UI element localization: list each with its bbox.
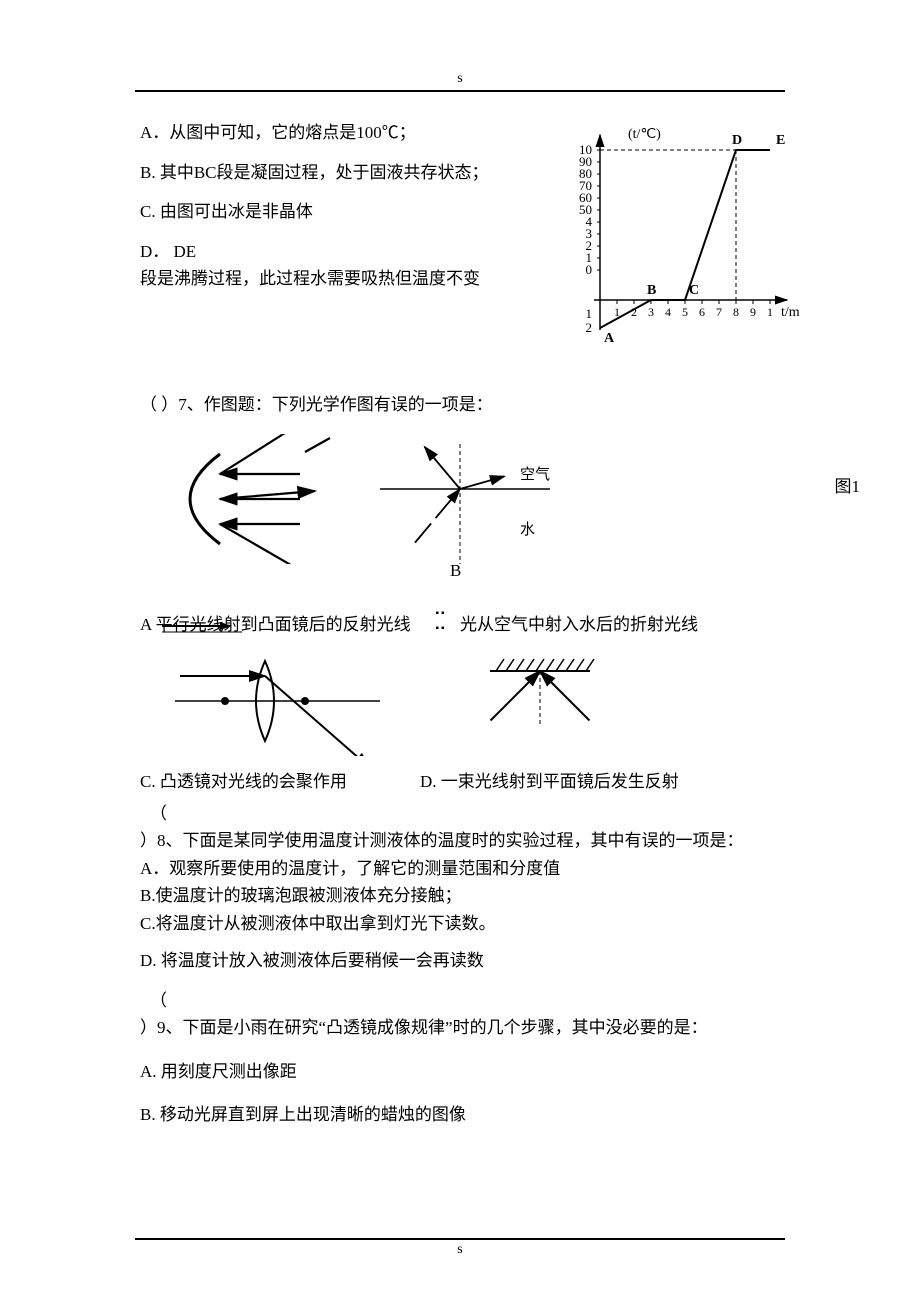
page-footer-letter: s [457,1239,462,1260]
svg-text:t/min: t/min [781,305,800,320]
q6-chart: 10908070605043210121234567891(t/℃)t/minA… [540,120,800,350]
q7-row2 [140,646,800,764]
q6-opt-d-cont: 段是沸腾过程，此过程水需要吸热但温度不变 [140,266,510,292]
svg-text:1: 1 [767,305,773,319]
svg-text:5: 5 [682,305,688,319]
q7-cap-a-underline-icon [162,614,262,636]
q9-a: A. 用刻度尺测出像距 [140,1059,800,1085]
q7-cap-d: D. 一束光线射到平面镜后发生反射 [420,769,700,795]
q7-fig-c [140,646,420,764]
q6-block: A．从图中可知，它的熔点是100℃； B. 其中BC段是凝固过程，处于固液共存状… [140,120,800,292]
q6-opt-d: D． DE [140,239,510,265]
q7-cap-c: C. 凸透镜对光线的会聚作用 [140,769,420,795]
q6-chart-svg: 10908070605043210121234567891(t/℃)t/minA… [540,120,800,350]
q7-fig-c-svg [170,646,390,756]
q7-cap-row2: C. 凸透镜对光线的会聚作用 D. 一束光线射到平面镜后发生反射 [140,769,800,795]
q8-a: A．观察所要使用的温度计，了解它的测量范围和分度值 [140,856,800,882]
q7-dots-icon: ▪▪ ▪▪ [420,606,460,636]
q9-block: （ ）9、下面是小雨在研究“凸透镜成像规律”时的几个步骤，其中没必要的是： A.… [140,988,800,1128]
svg-text:4: 4 [665,305,671,319]
header-rule [135,90,785,92]
svg-text:水: 水 [520,521,535,538]
q9-stem: ）9、下面是小雨在研究“凸透镜成像规律”时的几个步骤，其中没必要的是： [140,1015,800,1041]
q7-cap-row1: A 平行光线射到凸面镜后的反射光线 ▪▪ ▪▪ 光从空气中射入水后的折射光线 [140,610,800,640]
q8-d: D. 将温度计放入被测液体后要稍候一会再读数 [140,948,800,974]
q7-stem: （ ）7、作图题：下列光学作图有误的一项是： [140,392,800,418]
svg-text:0: 0 [586,262,593,277]
svg-text:A: A [604,331,615,346]
q7-cap-a-wrap: A 平行光线射到凸面镜后的反射光线 [140,612,420,638]
q7-fig-a [140,434,360,572]
q6-opt-a: A．从图中可知，它的熔点是100℃； [140,120,510,146]
q6-opt-b: B. 其中BC段是凝固过程，处于固液共存状态； [140,160,510,186]
q7-block: （ ）7、作图题：下列光学作图有误的一项是： 空气水 B 图1 A 平行光线射到… [140,392,800,795]
q8-b: B.使温度计的玻璃泡跟被测液体充分接触； [140,883,800,909]
q6-opt-c: C. 由图可出冰是非晶体 [140,199,510,225]
svg-text:1: 1 [586,306,593,321]
svg-text:C: C [689,283,699,298]
q7-fig-b-svg: 空气水 [370,434,570,574]
q7-side-label: 图1 [835,474,861,500]
q7-fig-d-svg [450,646,630,756]
q7-row1: 空气水 B 图1 [140,434,800,582]
q7-fig-b-letter: B [450,558,461,584]
q7-fig-d [420,646,660,764]
content: A．从图中可知，它的熔点是100℃； B. 其中BC段是凝固过程，处于固液共存状… [140,110,800,1130]
svg-text:3: 3 [648,305,654,319]
q7-fig-a-svg [150,434,350,564]
q8-stem: ）8、下面是某同学使用温度计测液体的温度时的实验过程，其中有误的一项是： [140,828,800,854]
svg-text:D: D [732,133,742,148]
page-header-letter: s [457,68,462,89]
q9-b: B. 移动光屏直到屏上出现清晰的蜡烛的图像 [140,1102,800,1128]
svg-text:6: 6 [699,305,705,319]
svg-text:B: B [647,283,656,298]
page: s A．从图中可知，它的熔点是100℃； B. 其中BC段是凝固过程，处于固液共… [0,0,920,1302]
svg-text:E: E [776,133,785,148]
q8-block: （ ）8、下面是某同学使用温度计测液体的温度时的实验过程，其中有误的一项是： A… [140,801,800,974]
q6-options: A．从图中可知，它的熔点是100℃； B. 其中BC段是凝固过程，处于固液共存状… [140,120,510,292]
svg-text:空气: 空气 [520,466,550,483]
svg-text:2: 2 [586,320,593,335]
svg-text:8: 8 [733,305,739,319]
q9-open: （ [150,988,800,1014]
svg-text:9: 9 [750,305,756,319]
q8-open: （ [150,801,800,827]
q8-c: C.将温度计从被测液体中取出拿到灯光下读数。 [140,911,800,937]
q7-fig-b: 空气水 B [360,434,580,582]
q7-cap-b: 光从空气中射入水后的折射光线 [460,612,740,638]
svg-text:(t/℃): (t/℃) [628,127,661,142]
svg-text:7: 7 [716,305,722,319]
